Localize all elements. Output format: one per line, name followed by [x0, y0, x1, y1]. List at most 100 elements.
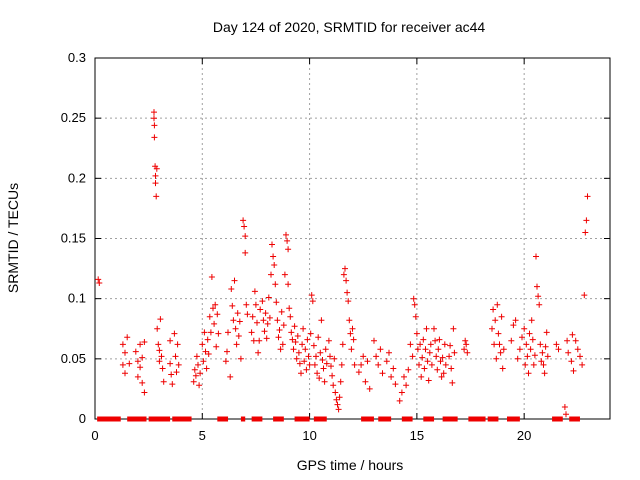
data-point	[315, 334, 322, 341]
data-point	[528, 317, 535, 324]
data-point	[439, 354, 446, 361]
data-point	[493, 355, 500, 362]
data-point	[416, 361, 422, 368]
data-point	[350, 336, 357, 343]
data-point	[390, 365, 397, 372]
data-point	[307, 330, 314, 337]
data-point	[306, 361, 313, 368]
data-point	[414, 346, 421, 353]
data-point	[339, 341, 346, 348]
data-point	[151, 115, 157, 122]
data-point	[388, 373, 395, 380]
data-point	[256, 337, 263, 344]
data-point	[450, 325, 457, 332]
data-point	[167, 360, 174, 367]
data-point	[290, 346, 297, 353]
data-point	[296, 360, 303, 367]
data-point	[422, 346, 429, 353]
data-point	[160, 378, 167, 385]
data-point	[284, 237, 291, 244]
data-point	[272, 281, 279, 288]
axis-ticks	[94, 57, 610, 420]
data-point	[157, 316, 164, 323]
data-point	[543, 329, 550, 336]
data-point	[203, 365, 210, 372]
data-point	[308, 292, 315, 299]
y-tick-label: 0.3	[68, 50, 86, 65]
data-point	[333, 396, 340, 403]
data-point	[351, 361, 358, 368]
data-point	[172, 353, 179, 360]
x-tick-labels: 0 5 10 15 20	[91, 428, 531, 443]
data-point	[330, 382, 337, 389]
data-point	[283, 231, 289, 238]
data-point	[286, 305, 293, 312]
data-point	[508, 337, 515, 344]
data-point	[531, 352, 538, 359]
y-tick-label: 0.1	[68, 291, 86, 306]
data-point	[175, 361, 182, 368]
data-point	[278, 308, 285, 315]
data-point	[243, 301, 250, 308]
data-point	[207, 329, 214, 336]
data-point	[347, 330, 354, 337]
data-point	[565, 349, 572, 356]
data-point	[231, 277, 238, 284]
data-point	[434, 366, 441, 373]
data-point	[224, 348, 230, 355]
data-point	[446, 353, 453, 360]
data-point	[583, 217, 590, 224]
data-point	[521, 325, 528, 332]
data-point	[276, 327, 283, 333]
data-point	[169, 381, 176, 388]
data-point	[265, 294, 272, 301]
chart-title: Day 124 of 2020, SRMTID for receiver ac4…	[213, 19, 486, 35]
data-point	[340, 271, 347, 278]
data-point	[139, 354, 146, 361]
data-point	[431, 325, 437, 332]
data-point	[396, 397, 403, 404]
data-point	[427, 341, 434, 348]
data-point	[564, 337, 571, 344]
y-tick-labels: 0 0.05 0.1 0.15 0.2 0.25 0.3	[61, 50, 86, 426]
data-point	[236, 318, 243, 325]
data-point	[579, 361, 586, 368]
data-point	[268, 271, 274, 278]
data-point	[553, 341, 560, 348]
data-point	[280, 322, 287, 329]
data-point	[152, 172, 159, 179]
data-point	[530, 361, 537, 368]
data-point	[495, 330, 502, 337]
data-point	[139, 379, 146, 386]
data-point	[419, 354, 426, 361]
data-point	[464, 349, 471, 356]
data-point	[137, 364, 144, 371]
data-point	[436, 336, 443, 343]
data-point	[536, 301, 543, 308]
data-point	[279, 341, 286, 348]
data-point	[362, 378, 369, 385]
data-point	[523, 341, 530, 348]
data-point	[327, 353, 333, 360]
data-point	[141, 389, 148, 396]
data-point	[242, 233, 249, 240]
data-point	[305, 353, 312, 360]
data-point	[407, 341, 414, 348]
data-point	[337, 378, 344, 385]
data-point	[490, 306, 497, 313]
data-point	[398, 389, 405, 396]
data-point	[581, 292, 588, 299]
data-point	[269, 241, 275, 248]
data-point	[277, 346, 284, 353]
data-point	[235, 333, 242, 339]
data-point	[538, 358, 545, 365]
data-point	[137, 341, 144, 348]
data-point	[261, 328, 268, 335]
data-point	[201, 329, 208, 336]
data-point	[537, 341, 544, 348]
data-point	[208, 274, 215, 280]
data-point	[316, 375, 323, 382]
data-point	[418, 373, 425, 380]
data-point	[425, 377, 432, 384]
